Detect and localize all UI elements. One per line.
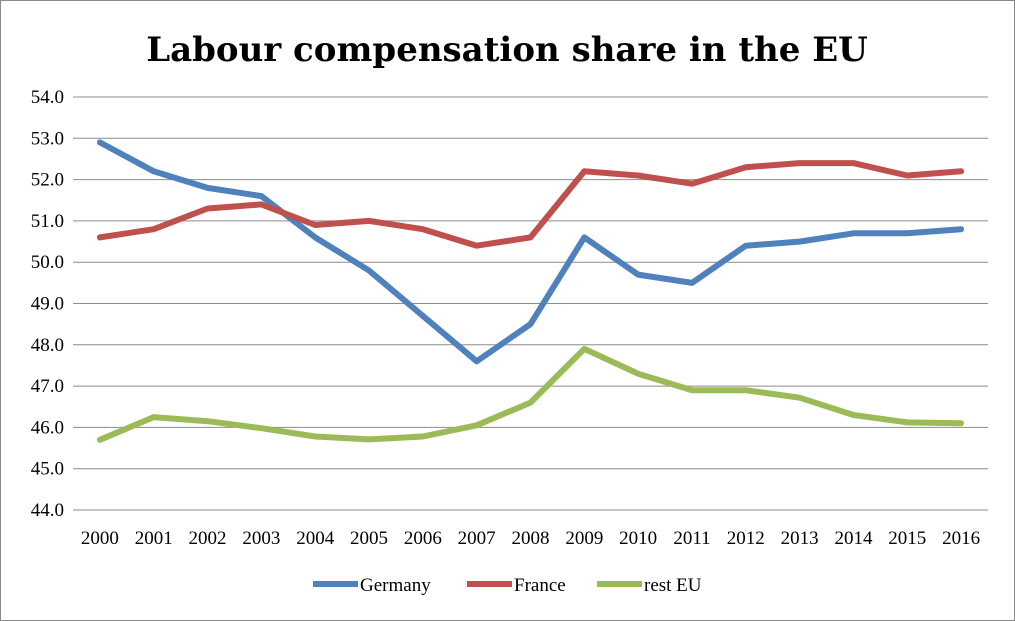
legend: Germany France rest EU: [313, 575, 702, 596]
legend-item: rest EU: [597, 575, 702, 596]
x-tick-label: 2012: [727, 528, 765, 549]
y-tick-label: 54.0: [31, 87, 64, 108]
x-tick-label: 2004: [296, 528, 335, 549]
x-tick-label: 2003: [242, 528, 280, 549]
x-axis-ticks: 2000 2001 2002 2003 2004 2005 2006 2007 2008 2009…: [81, 528, 980, 549]
y-tick-label: 53.0: [31, 128, 64, 149]
chart-title: Labour compensation share in the EU: [146, 30, 868, 70]
x-tick-label: 2014: [834, 528, 873, 549]
y-tick-label: 50.0: [31, 252, 64, 273]
legend-item: France: [467, 575, 566, 596]
y-axis-ticks: 44.0 45.0 46.0 47.0 48.0 49.0 50.0 51.0 52.0 53.0…: [31, 87, 64, 521]
y-tick-label: 48.0: [31, 335, 64, 356]
x-tick-label: 2016: [942, 528, 980, 549]
x-tick-label: 2002: [189, 528, 227, 549]
series-line-france: [96, 160, 965, 249]
y-tick-label: 51.0: [31, 211, 64, 232]
x-tick-label: 2008: [512, 528, 550, 549]
x-tick-label: 2013: [781, 528, 819, 549]
x-tick-label: 2000: [81, 528, 119, 549]
x-tick-label: 2015: [888, 528, 926, 549]
x-tick-label: 2005: [350, 528, 388, 549]
y-tick-label: 44.0: [31, 500, 64, 521]
legend-label: rest EU: [644, 575, 702, 596]
x-tick-label: 2006: [404, 528, 442, 549]
x-tick-label: 2001: [135, 528, 173, 549]
y-tick-label: 47.0: [31, 376, 64, 397]
gridlines: [73, 96, 988, 511]
series-lines: [96, 139, 965, 443]
y-tick-label: 49.0: [31, 294, 64, 315]
x-tick-label: 2010: [619, 528, 657, 549]
x-tick-label: 2011: [673, 528, 710, 549]
y-tick-label: 46.0: [31, 417, 64, 438]
y-tick-label: 45.0: [31, 459, 64, 480]
x-tick-label: 2009: [565, 528, 603, 549]
x-tick-label: 2007: [458, 528, 496, 549]
legend-item: Germany: [313, 575, 431, 596]
legend-label: Germany: [360, 575, 431, 596]
series-line-germany: [96, 139, 965, 365]
legend-label: France: [514, 575, 566, 596]
series-line-rest-eu: [96, 345, 965, 443]
y-tick-label: 52.0: [31, 170, 64, 191]
